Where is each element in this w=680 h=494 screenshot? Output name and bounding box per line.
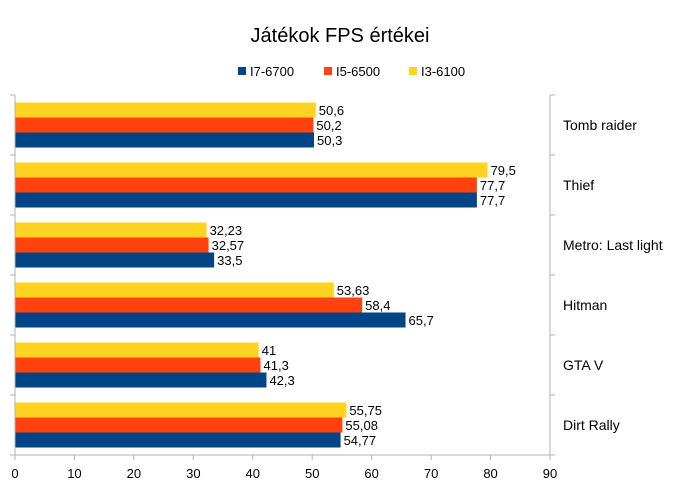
legend-swatch (409, 67, 417, 75)
data-label: 41,3 (264, 358, 289, 373)
bar (15, 372, 267, 388)
legend: I7-6700 I5-6500 I3-6100 (238, 64, 465, 79)
data-label: 79,5 (491, 163, 516, 178)
bar (15, 417, 343, 433)
data-label: 77,7 (480, 193, 505, 208)
bar (15, 102, 316, 118)
category-label: GTA V (563, 357, 604, 373)
data-label: 58,4 (365, 298, 390, 313)
x-tick-label: 10 (67, 466, 81, 481)
bar (15, 222, 207, 238)
axes: Tomb raider Thief Metro: Last light Hitman G… (10, 94, 663, 481)
data-label: 41 (262, 343, 276, 358)
x-tick-label: 50 (305, 466, 319, 481)
bar (15, 297, 363, 313)
x-tick-label: 60 (364, 466, 378, 481)
chart-title: Játékok FPS értékei (251, 25, 430, 47)
legend-label: I3-6100 (421, 64, 465, 79)
x-tick-label: 70 (424, 466, 438, 481)
data-label: 42,3 (269, 373, 294, 388)
bar (15, 357, 261, 373)
category-label: Thief (563, 177, 594, 193)
legend-swatch (324, 67, 332, 75)
category-label: Hitman (563, 297, 607, 313)
category-label: Tomb raider (563, 117, 637, 133)
data-label: 33,5 (217, 253, 242, 268)
data-label: 55,08 (345, 418, 378, 433)
bar (15, 132, 315, 148)
x-tick-label: 80 (483, 466, 497, 481)
data-label: 65,7 (409, 313, 434, 328)
bar (15, 117, 314, 133)
data-label: 50,6 (319, 103, 344, 118)
data-label: 50,2 (316, 118, 341, 133)
x-tick-label: 30 (186, 466, 200, 481)
bar (15, 162, 488, 178)
legend-swatch (238, 67, 246, 75)
data-label: 77,7 (480, 178, 505, 193)
data-label: 50,3 (317, 133, 342, 148)
bar (15, 282, 334, 298)
legend-label: I5-6500 (336, 64, 380, 79)
data-label: 32,57 (212, 238, 245, 253)
bar (15, 237, 209, 253)
bar (15, 252, 215, 268)
bar (15, 402, 347, 418)
x-tick-label: 20 (127, 466, 141, 481)
bar (15, 192, 477, 208)
bar (15, 342, 259, 358)
bar (15, 432, 341, 448)
data-label: 55,75 (349, 403, 382, 418)
x-tick-label: 40 (246, 466, 260, 481)
bar (15, 312, 406, 328)
data-labels: 50,350,250,677,777,779,533,532,5732,2365… (210, 103, 516, 448)
category-label: Metro: Last light (563, 237, 663, 253)
data-label: 54,77 (344, 433, 377, 448)
category-label: Dirt Rally (563, 417, 620, 433)
x-tick-label: 90 (543, 466, 557, 481)
legend-label: I7-6700 (250, 64, 294, 79)
x-tick-label: 0 (11, 466, 18, 481)
bars (15, 102, 488, 448)
bar (15, 177, 477, 193)
data-label: 32,23 (210, 223, 243, 238)
data-label: 53,63 (337, 283, 370, 298)
